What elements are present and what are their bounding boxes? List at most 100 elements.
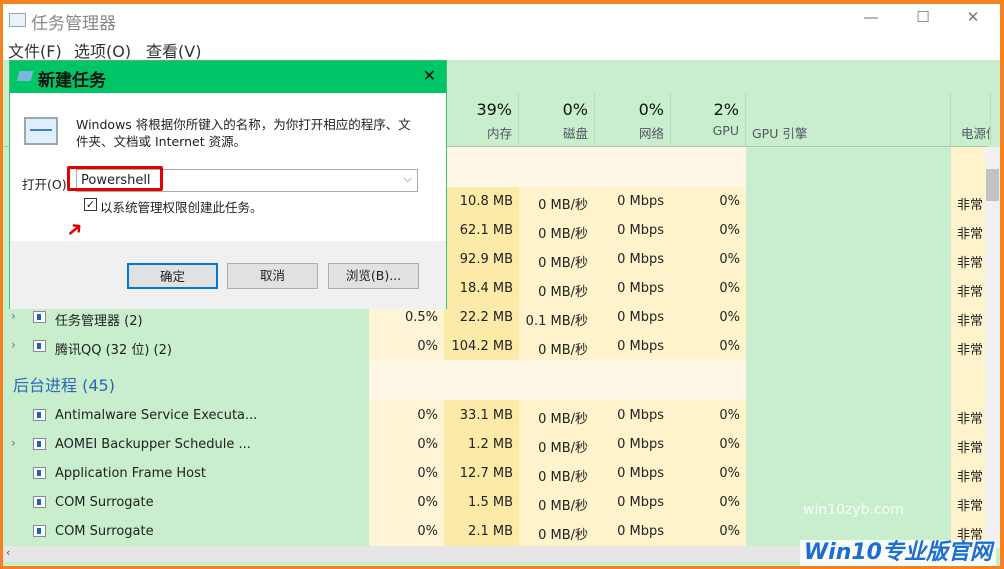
task-manager-icon — [9, 13, 26, 27]
expand-chevron-icon[interactable]: › — [11, 309, 16, 323]
dialog-description: Windows 将根据你所键入的名称，为你打开相应的程序、文件夹、文档或 Int… — [76, 117, 411, 149]
horizontal-scrollbar[interactable]: ‹ — [3, 546, 985, 562]
header-gpu-engine[interactable]: GPU 引擎 — [746, 92, 951, 146]
process-name: Antimalware Service Executa... — [55, 408, 258, 423]
power-value: 非常 — [957, 343, 984, 358]
process-row[interactable]: Antimalware Service Executa... 0% 33.1 MB 0… — [3, 401, 988, 430]
gpu-column — [671, 147, 746, 548]
power-value: 非常 — [957, 314, 984, 329]
process-row[interactable]: 18.4 MB 0 MB/秒 0 Mbps 0% 非常 — [3, 274, 988, 303]
gpu-value: 0% — [719, 524, 740, 539]
mem-value: 92.9 MB — [459, 252, 513, 267]
process-row[interactable]: 62.1 MB 0 MB/秒 0 Mbps 0% 非常 — [3, 216, 988, 245]
net-value: 0 Mbps — [617, 339, 664, 354]
menu-view[interactable]: 查看(V) — [146, 42, 202, 61]
power-value: 非常 — [957, 198, 984, 213]
vertical-scrollbar[interactable] — [985, 147, 1000, 548]
maximize-button[interactable]: ☐ — [916, 8, 930, 26]
highlight-box — [67, 166, 163, 191]
mem-value: 1.5 MB — [468, 495, 513, 510]
disk-column — [519, 147, 595, 548]
disk-value: 0 MB/秒 — [538, 198, 588, 213]
scrollbar-thumb[interactable] — [986, 169, 999, 201]
power-value: 非常 — [957, 499, 984, 514]
window-title: 任务管理器 — [31, 14, 116, 34]
red-arrow-icon: ➜ — [60, 214, 89, 244]
net-value: 0 Mbps — [617, 194, 664, 209]
process-row[interactable]: › AOMEI Backupper Schedule ... 0% 1.2 MB 0 M… — [3, 430, 988, 459]
mem-value: 104.2 MB — [451, 339, 513, 354]
ok-button[interactable]: 确定 — [127, 263, 218, 289]
dialog-title: 新建任务 — [38, 71, 106, 91]
cancel-button[interactable]: 取消 — [227, 263, 318, 289]
power-value: 非常 — [957, 470, 984, 485]
gpu-value: 0% — [719, 223, 740, 238]
header-memory[interactable]: 39% 内存 — [444, 92, 519, 146]
disk-value: 0 MB/秒 — [538, 343, 588, 358]
expand-chevron-icon[interactable]: › — [11, 436, 16, 450]
process-row[interactable]: › 腾讯QQ (32 位) (2) 0% 104.2 MB 0 MB/秒 0 Mbps 0%… — [3, 332, 988, 361]
cpu-value: 0.5% — [404, 310, 438, 325]
browse-button[interactable]: 浏览(B)... — [328, 263, 419, 289]
power-value: 非常 — [957, 256, 984, 271]
power-value: 非常 — [957, 441, 984, 456]
admin-checkbox-label[interactable]: 以系统管理权限创建此任务。 — [100, 200, 263, 215]
gpu-value: 0% — [719, 281, 740, 296]
gpu-value: 0% — [719, 252, 740, 267]
power-value: 非常 — [957, 528, 984, 543]
process-row[interactable]: › 任务管理器 (2) 0.5% 22.2 MB 0.1 MB/秒 0 Mbps 0% 非常 — [3, 303, 988, 332]
background-processes-header[interactable]: 后台进程 (45) — [13, 376, 115, 395]
admin-checkbox[interactable]: ✓ — [84, 198, 97, 211]
cpu-value: 0% — [417, 495, 438, 510]
mem-value: 2.1 MB — [468, 524, 513, 539]
disk-value: 0 MB/秒 — [538, 470, 588, 485]
cpu-value: 0% — [417, 437, 438, 452]
net-value: 0 Mbps — [617, 466, 664, 481]
power-value: 非常 — [957, 227, 984, 242]
header-divider — [3, 146, 988, 147]
watermark-small: win10zyb.com — [803, 502, 904, 518]
mem-value: 62.1 MB — [459, 223, 513, 238]
monitor-icon — [24, 117, 58, 145]
disk-value: 0 MB/秒 — [538, 412, 588, 427]
net-value: 0 Mbps — [617, 310, 664, 325]
process-row[interactable]: 10.8 MB 0 MB/秒 0 Mbps 0% 非常 — [3, 187, 988, 216]
network-pct: 0% — [638, 100, 664, 119]
power-column — [951, 147, 985, 548]
minimize-button[interactable]: — — [863, 8, 879, 26]
task-manager-window: 任务管理器 — ☐ ✕ 文件(F) 选项(O) 查看(V) 39% 内存 0% 磁盘… — [3, 4, 1000, 566]
net-value: 0 Mbps — [617, 252, 664, 267]
gpu-label: GPU — [712, 123, 739, 138]
process-row[interactable]: COM Surrogate 0% 1.5 MB 0 MB/秒 0 Mbps 0% 非常 — [3, 488, 988, 517]
network-column — [595, 147, 671, 548]
menu-file[interactable]: 文件(F) — [8, 42, 62, 61]
close-button[interactable]: ✕ — [966, 8, 980, 26]
process-name: 腾讯QQ (32 位) (2) — [55, 343, 172, 358]
process-row[interactable]: COM Surrogate 0% 2.1 MB 0 MB/秒 0 Mbps 0% 非常 — [3, 517, 988, 546]
gpu-pct: 2% — [713, 100, 739, 119]
chevron-down-icon[interactable]: ⌵ — [403, 172, 412, 185]
power-value: 非常 — [957, 285, 984, 300]
watermark-logo: Win10专业版官网 — [799, 540, 996, 566]
menu-options[interactable]: 选项(O) — [74, 42, 132, 61]
memory-column — [444, 147, 519, 548]
cpu-value: 0% — [417, 339, 438, 354]
process-row[interactable]: 92.9 MB 0 MB/秒 0 Mbps 0% 非常 — [3, 245, 988, 274]
open-label: 打开(O): — [22, 177, 71, 192]
net-value: 0 Mbps — [617, 524, 664, 539]
header-power[interactable]: 电源使 — [951, 92, 991, 146]
header-gpu[interactable]: 2% GPU — [671, 92, 746, 146]
disk-value: 0 MB/秒 — [538, 285, 588, 300]
dialog-close-icon[interactable]: ✕ — [422, 66, 436, 85]
network-label: 网络 — [638, 126, 664, 141]
process-icon — [33, 467, 46, 479]
expand-chevron-icon[interactable]: › — [11, 338, 16, 352]
net-value: 0 Mbps — [617, 281, 664, 296]
process-icon — [33, 438, 46, 450]
header-network[interactable]: 0% 网络 — [595, 92, 671, 146]
process-row[interactable]: Application Frame Host 0% 12.7 MB 0 MB/秒 0 M… — [3, 459, 988, 488]
open-input-value[interactable]: Powershell — [81, 173, 151, 188]
disk-value: 0.1 MB/秒 — [525, 314, 588, 329]
header-disk[interactable]: 0% 磁盘 — [519, 92, 595, 146]
net-value: 0 Mbps — [617, 495, 664, 510]
